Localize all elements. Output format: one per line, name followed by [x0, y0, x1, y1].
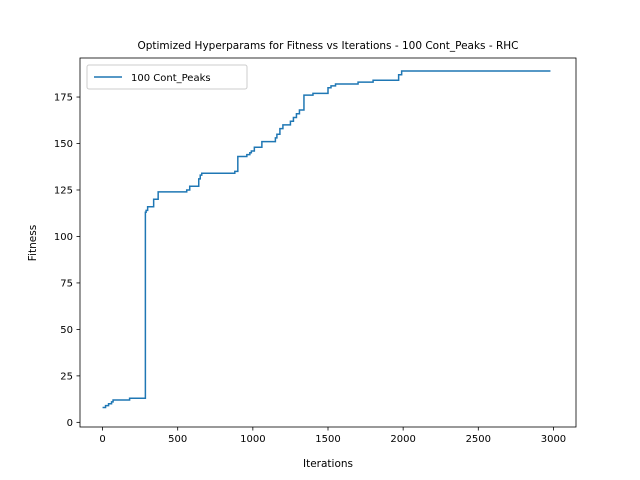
y-tick-label: 125: [54, 185, 73, 196]
y-axis: 0 25 50 75 100 125 150 175: [54, 93, 80, 429]
legend-label: 100 Cont_Peaks: [131, 73, 211, 84]
x-tick-label: 1000: [240, 434, 265, 445]
chart-title: Optimized Hyperparams for Fitness vs Ite…: [137, 40, 518, 52]
x-tick-label: 2000: [390, 434, 415, 445]
y-tick-label: 25: [60, 371, 73, 382]
y-tick-label: 150: [54, 139, 73, 150]
y-tick-label: 175: [54, 93, 73, 104]
x-axis: 0 500 1000 1500 2000 2500 3000: [99, 427, 566, 445]
y-tick-label: 50: [60, 325, 73, 336]
legend: 100 Cont_Peaks: [86, 64, 248, 90]
x-tick-label: 2500: [466, 434, 491, 445]
x-tick-label: 3000: [541, 434, 566, 445]
series-line: [102, 70, 551, 409]
x-tick-label: 500: [168, 434, 187, 445]
x-tick-label: 0: [99, 434, 105, 445]
y-tick-label: 100: [54, 232, 73, 243]
y-tick-label: 0: [67, 418, 73, 429]
x-axis-label: Iterations: [303, 458, 353, 470]
axes-frame: [79, 57, 577, 428]
x-tick-label: 1500: [315, 434, 340, 445]
y-tick-label: 75: [60, 278, 73, 289]
y-axis-label: Fitness: [27, 225, 39, 261]
legend-box: [86, 64, 248, 90]
plot-area: [102, 70, 551, 409]
